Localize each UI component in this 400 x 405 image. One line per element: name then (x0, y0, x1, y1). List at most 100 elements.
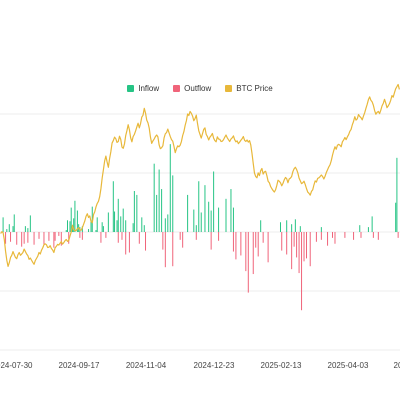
outflow-bar (334, 232, 336, 244)
outflow-bar (298, 232, 300, 274)
outflow-bar (5, 232, 7, 244)
inflow-bar (141, 217, 143, 232)
inflow-bar (102, 226, 104, 232)
outflow-bar (306, 232, 308, 259)
inflow-bar (158, 169, 160, 232)
legend-item-inflow[interactable]: Inflow (127, 84, 159, 93)
outflow-bar (315, 232, 317, 242)
inflow-bar (6, 229, 8, 232)
inflow-bar (116, 220, 118, 232)
legend-swatch-price (225, 85, 233, 92)
inflow-bar (230, 189, 232, 232)
x-tick-label: 2024-09-17 (59, 361, 100, 370)
inflow-bar (169, 144, 171, 232)
outflow-bar (360, 232, 362, 238)
inflow-bar (88, 229, 90, 232)
inflow-bar (153, 163, 155, 232)
inflow-bar (96, 217, 98, 232)
inflow-bar (299, 226, 301, 232)
outflow-bar (100, 232, 102, 243)
inflow-bar (143, 225, 145, 232)
inflow-bar (167, 214, 169, 232)
inflow-bar (210, 210, 212, 232)
outflow-bar (16, 232, 18, 245)
inflow-bar (200, 212, 202, 232)
inflow-bar (359, 225, 361, 232)
outflow-bar (43, 232, 45, 245)
outflow-bar (128, 232, 130, 253)
inflow-bar (74, 200, 76, 232)
outflow-bar (240, 232, 242, 256)
x-tick-label: 2024-12-23 (194, 361, 235, 370)
outflow-bar (121, 232, 123, 240)
inflow-bar (2, 217, 4, 232)
outflow-bar (33, 232, 35, 245)
outflow-bar (262, 232, 264, 243)
outflow-bar (301, 232, 303, 311)
inflow-bar (120, 216, 122, 232)
inflow-bar (291, 224, 293, 232)
legend-item-outflow[interactable]: Outflow (173, 84, 211, 93)
inflow-bar (76, 210, 78, 232)
outflow-bar (60, 232, 62, 246)
inflow-bar (90, 220, 92, 232)
inflow-bar (71, 226, 73, 232)
inflow-bar (232, 207, 234, 232)
inflow-bar (218, 207, 220, 232)
legend-label-outflow: Outflow (184, 84, 212, 93)
x-tick-label: 2025-04-03 (328, 361, 369, 370)
inflow-bar (65, 230, 67, 232)
outflow-bar (58, 232, 60, 236)
outflow-bar (27, 232, 29, 243)
outflow-bar (48, 232, 50, 241)
inflow-bar (172, 175, 174, 232)
outflow-bar (247, 232, 249, 293)
inflow-bar (187, 194, 189, 232)
x-tick-label: 2024-07-30 (0, 361, 33, 370)
outflow-bar (138, 232, 140, 244)
outflow-bar (164, 232, 166, 268)
outflow-bar (105, 232, 107, 238)
inflow-bar (395, 202, 397, 232)
outflow-bar (10, 232, 12, 242)
inflow-bar (208, 201, 210, 232)
inflow-bar (27, 228, 29, 232)
inflow-bar (12, 226, 14, 232)
outflow-bar (182, 232, 184, 248)
inflow-bar (225, 198, 227, 232)
inflow-bar (24, 226, 26, 232)
inflow-bar (114, 211, 116, 232)
outflow-bar (281, 232, 283, 251)
outflow-bar (397, 232, 399, 238)
inflow-bar (260, 220, 262, 232)
inflow-bar (156, 194, 158, 232)
outflow-bar (377, 232, 379, 240)
outflow-bar (332, 232, 334, 238)
outflow-bar (245, 232, 247, 272)
inflow-bar (29, 215, 31, 232)
outflow-bar (179, 232, 181, 240)
outflow-bar (172, 232, 174, 267)
outflow-bar (218, 232, 220, 241)
inflow-bar (112, 181, 114, 232)
outflow-bar (54, 232, 56, 241)
outflow-bar (303, 232, 305, 262)
x-tick-label: 2025-05-22 (394, 361, 400, 370)
chart-legend: Inflow Outflow BTC Price (0, 84, 400, 93)
outflow-bar (210, 232, 212, 250)
legend-item-price[interactable]: BTC Price (225, 84, 273, 93)
outflow-bar (293, 232, 295, 247)
inflow-bar (66, 220, 68, 232)
inflow-bar (367, 227, 369, 232)
outflow-bar (344, 232, 346, 238)
outflow-bar (353, 232, 355, 240)
inflow-bar (320, 227, 322, 232)
legend-swatch-outflow (173, 85, 181, 92)
outflow-bar (252, 232, 254, 275)
outflow-bar (235, 232, 237, 260)
inflow-bar (125, 220, 127, 232)
inflow-bar (70, 207, 72, 232)
inflow-bar (198, 181, 200, 232)
legend-swatch-inflow (127, 85, 135, 92)
